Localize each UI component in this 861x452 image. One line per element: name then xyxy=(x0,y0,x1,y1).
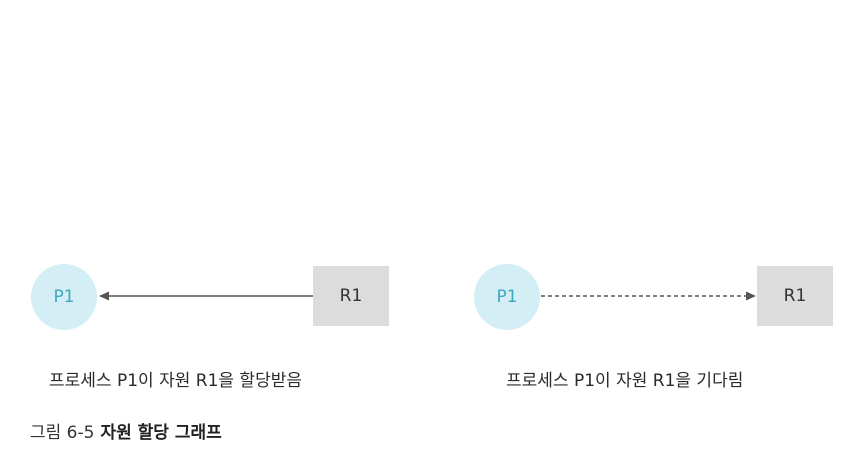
figure-title: 자원 할당 그래프 xyxy=(100,423,222,443)
process-node-p1-waiting: P1 xyxy=(474,264,540,330)
resource-label: R1 xyxy=(339,286,363,306)
resource-node-r1-waiting: R1 xyxy=(757,266,833,326)
resource-label: R1 xyxy=(783,286,807,306)
allocation-caption: 프로세스 P1이 자원 R1을 할당받음 xyxy=(49,371,302,391)
resource-node-r1-allocated: R1 xyxy=(313,266,389,326)
request-caption: 프로세스 P1이 자원 R1을 기다림 xyxy=(506,371,744,391)
figure-caption: 그림 6-5 자원 할당 그래프 xyxy=(30,418,222,443)
figure-number: 그림 6-5 xyxy=(30,423,95,443)
process-node-p1-allocated: P1 xyxy=(31,264,97,330)
process-label: P1 xyxy=(53,287,75,307)
request-arrowhead xyxy=(746,291,756,301)
allocation-arrowhead xyxy=(99,291,109,301)
process-label: P1 xyxy=(496,287,518,307)
